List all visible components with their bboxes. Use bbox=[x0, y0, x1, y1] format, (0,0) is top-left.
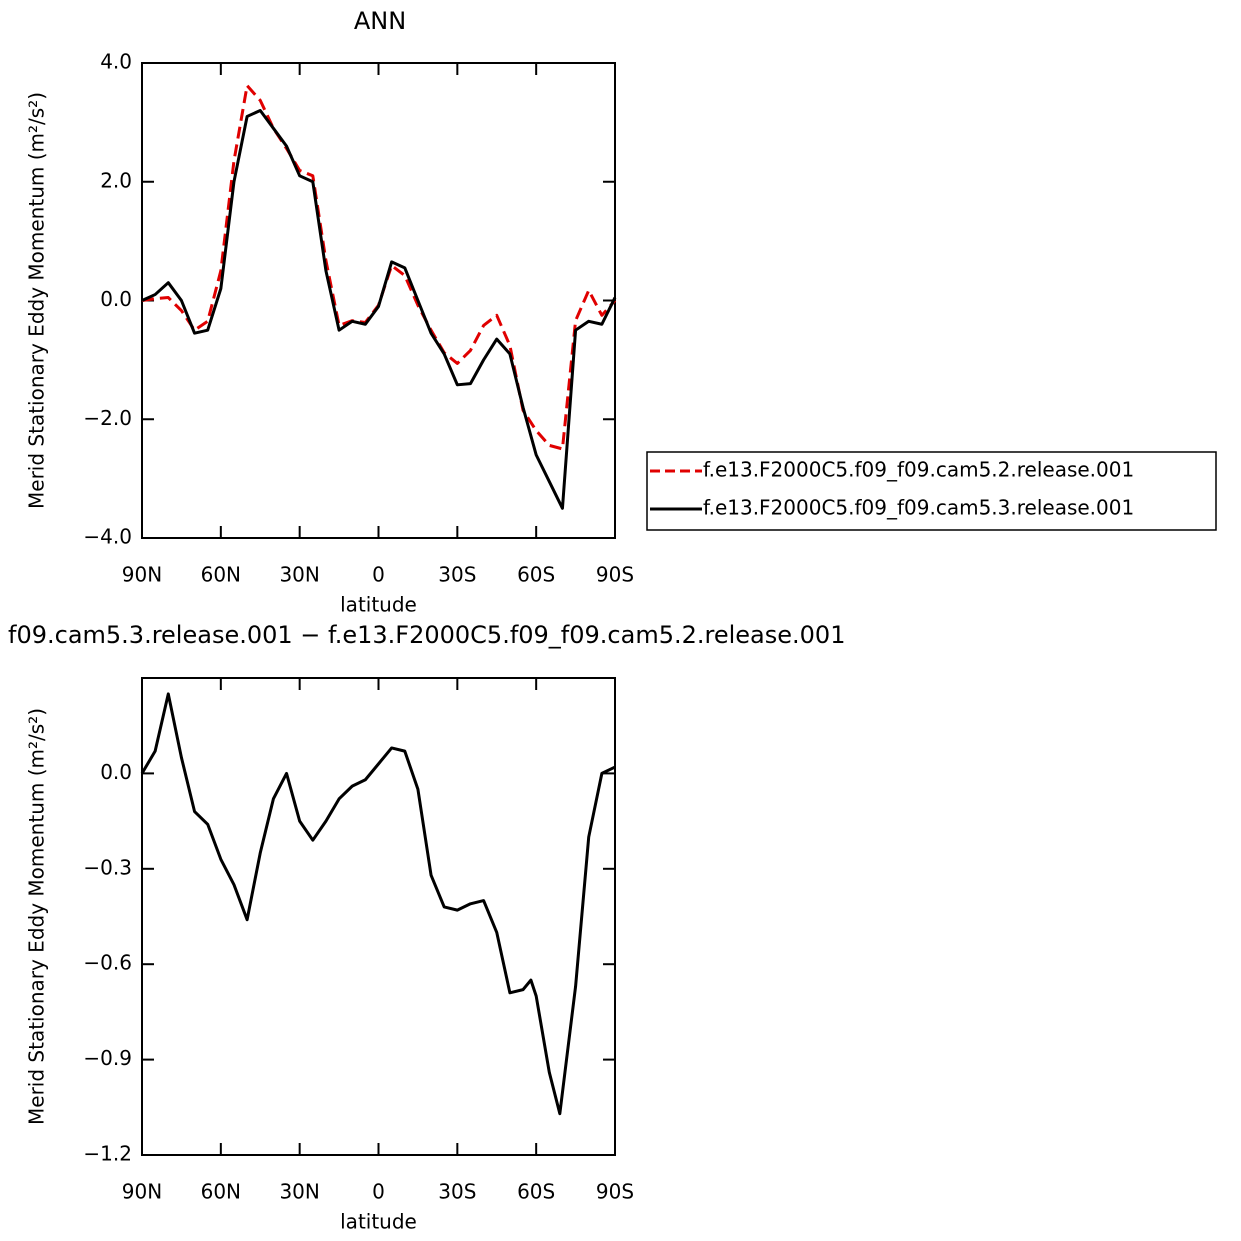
x-tick-label: 60S bbox=[517, 563, 555, 587]
x-tick-label: 30S bbox=[438, 1180, 476, 1204]
x-tick-label: 30N bbox=[279, 1180, 319, 1204]
x-tick-label: 0 bbox=[372, 563, 385, 587]
y-axis-label: Merid Stationary Eddy Momentum (m²/s²) bbox=[25, 92, 49, 509]
y-tick-label: −0.6 bbox=[83, 951, 132, 975]
y-tick-label: 0.0 bbox=[100, 760, 132, 784]
chart-title: f09.cam5.3.release.001 − f.e13.F2000C5.f… bbox=[8, 621, 845, 649]
x-tick-label: 90S bbox=[596, 1180, 634, 1204]
y-tick-label: −0.3 bbox=[83, 855, 132, 879]
y-tick-label: −0.9 bbox=[83, 1046, 132, 1070]
y-axis-label: Merid Stationary Eddy Momentum (m²/s²) bbox=[25, 708, 49, 1125]
y-tick-label: 0.0 bbox=[100, 287, 132, 311]
x-tick-label: 0 bbox=[372, 1180, 385, 1204]
x-axis-label: latitude bbox=[340, 1210, 417, 1234]
x-tick-label: 30S bbox=[438, 563, 476, 587]
chart-title: ANN bbox=[354, 7, 406, 35]
y-tick-label: −1.2 bbox=[83, 1142, 132, 1166]
x-tick-label: 30N bbox=[279, 563, 319, 587]
y-tick-label: 2.0 bbox=[100, 168, 132, 192]
plot-frame bbox=[141, 62, 616, 539]
y-tick-label: −2.0 bbox=[83, 406, 132, 430]
y-tick-label: −4.0 bbox=[83, 525, 132, 549]
data-line bbox=[140, 692, 616, 1116]
x-tick-label: 60N bbox=[201, 563, 241, 587]
x-tick-label: 90N bbox=[122, 563, 162, 587]
x-tick-label: 90N bbox=[122, 1180, 162, 1204]
x-tick-label: 60N bbox=[201, 1180, 241, 1204]
data-line bbox=[141, 84, 617, 451]
legend-label: f.e13.F2000C5.f09_f09.cam5.2.release.001 bbox=[703, 458, 1134, 482]
data-line bbox=[141, 109, 617, 510]
y-tick-label: 4.0 bbox=[100, 50, 132, 74]
x-axis-label: latitude bbox=[340, 593, 417, 617]
legend-box bbox=[646, 451, 1217, 531]
legend-label: f.e13.F2000C5.f09_f09.cam5.3.release.001 bbox=[703, 496, 1134, 520]
x-tick-label: 90S bbox=[596, 563, 634, 587]
x-tick-label: 60S bbox=[517, 1180, 555, 1204]
plot-frame bbox=[141, 677, 616, 1156]
